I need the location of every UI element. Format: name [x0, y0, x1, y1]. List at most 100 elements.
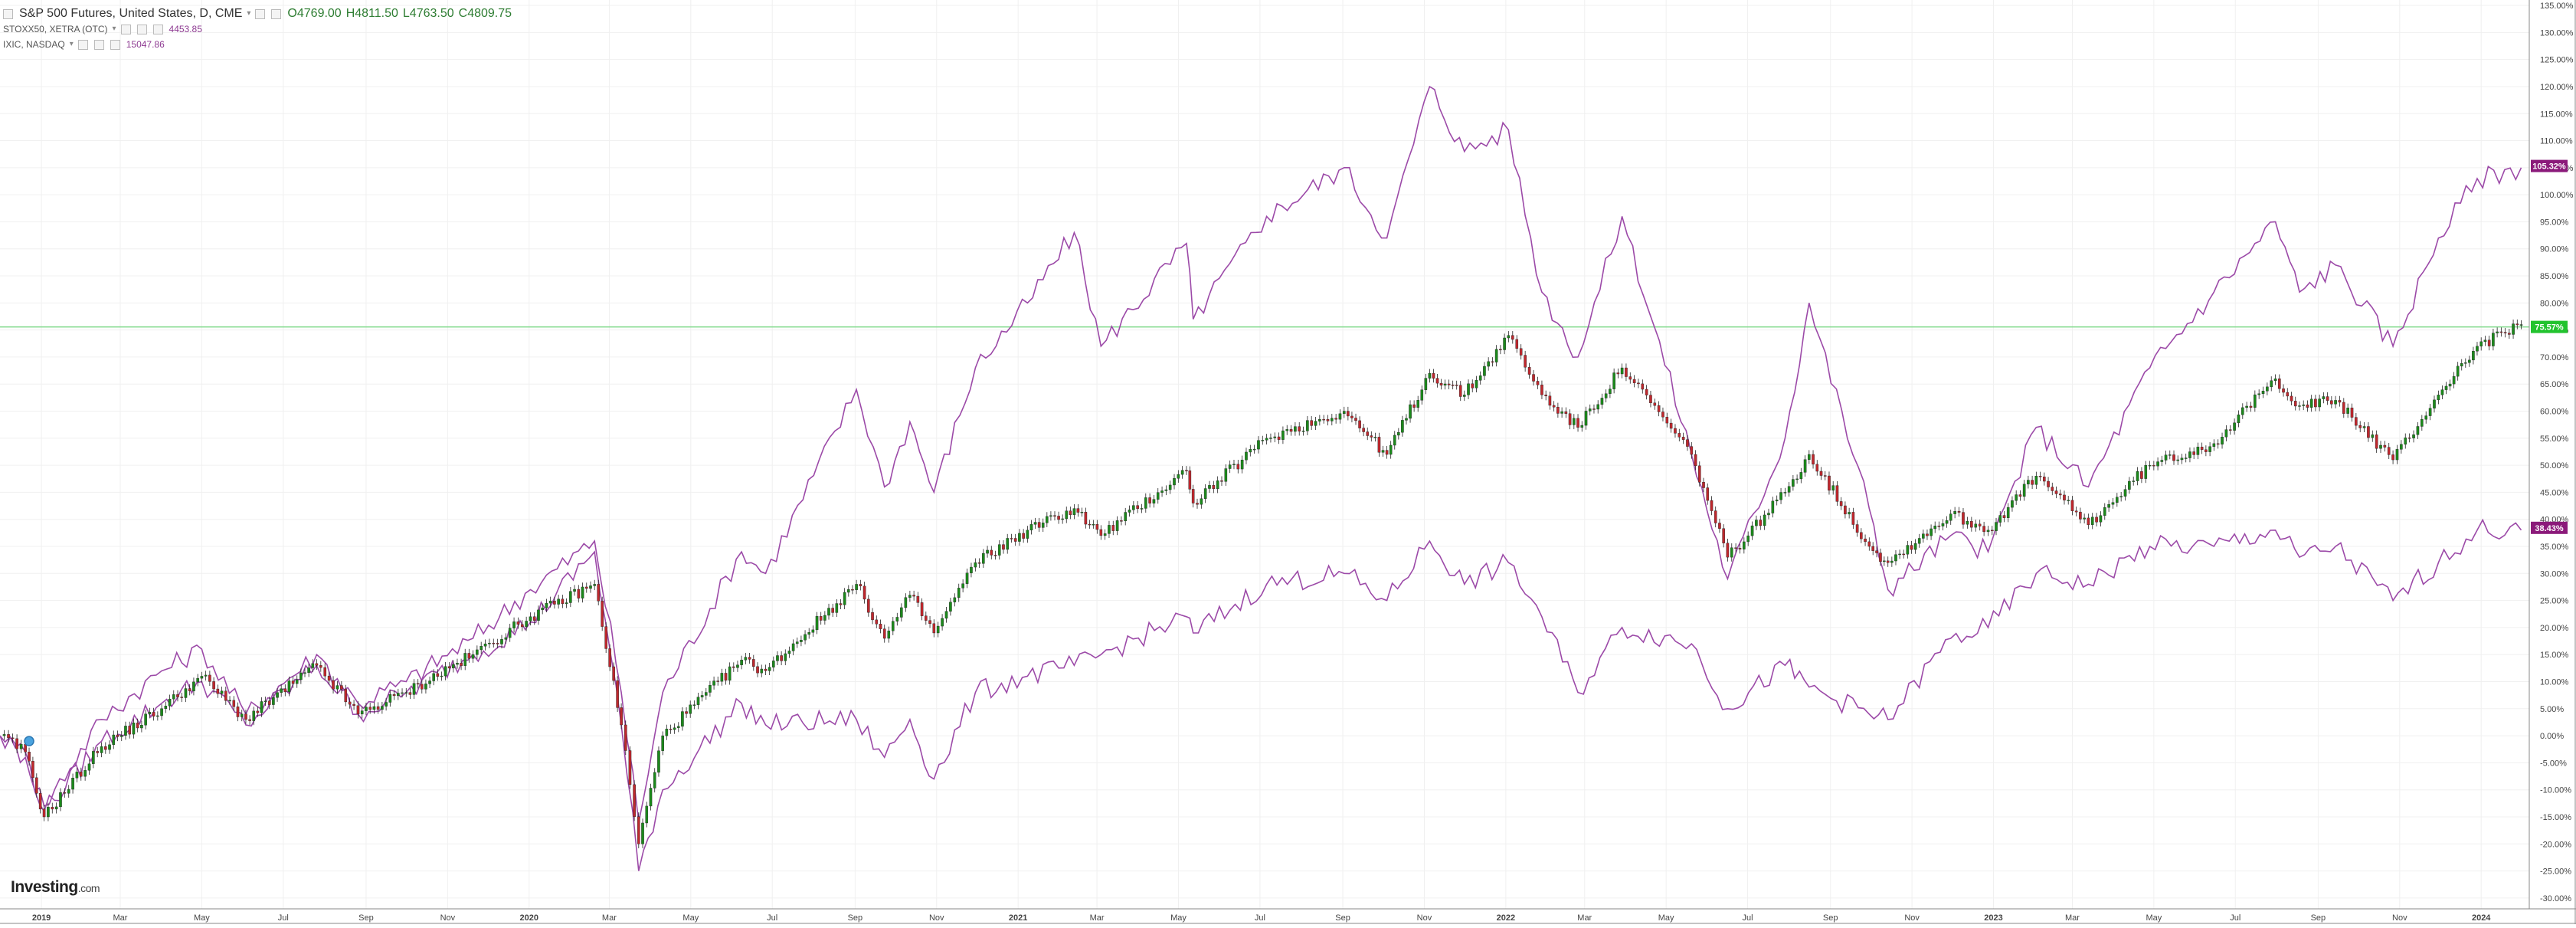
candle-body — [2350, 408, 2354, 418]
candle-body — [452, 664, 455, 669]
legend-compare-row[interactable]: IXIC, NASDAQ ▾ 15047.86 — [3, 37, 512, 52]
candle-body — [2460, 363, 2463, 367]
x-tick-label: May — [682, 913, 699, 923]
candle-body — [1697, 465, 1701, 483]
settings-icon[interactable] — [120, 24, 131, 34]
event-marker-icon[interactable] — [24, 736, 34, 746]
candle-body — [1405, 418, 1408, 421]
y-tick-label: 100.00% — [2540, 191, 2574, 200]
candle-body — [1173, 478, 1176, 486]
candle-body — [1913, 543, 1917, 550]
hide-icon[interactable] — [93, 39, 104, 50]
candle-body — [408, 692, 412, 695]
candle-body — [500, 639, 503, 644]
hide-icon[interactable] — [136, 24, 147, 34]
close-icon[interactable] — [152, 24, 163, 34]
candle-body — [412, 683, 416, 695]
candle-body — [653, 772, 656, 789]
candle-body — [1819, 471, 1823, 476]
legend-compare-symbol[interactable]: STOXX50, XETRA (OTC) — [3, 24, 108, 34]
candle-body — [2192, 451, 2195, 455]
candle-body — [244, 713, 247, 720]
candle-body — [2261, 391, 2265, 394]
y-tick-label: 90.00% — [2540, 245, 2569, 254]
candle-body — [1273, 436, 1277, 438]
x-tick-label: Sep — [2311, 913, 2326, 923]
candle-body — [1922, 533, 1925, 539]
x-tick-label: Mar — [1577, 913, 1592, 923]
legend-main-symbol[interactable]: S&P 500 Futures, United States, D, CME — [19, 7, 243, 20]
close-icon[interactable] — [110, 39, 120, 50]
candle-body — [1926, 533, 1929, 536]
candle-body — [1318, 418, 1321, 421]
candle-body — [1637, 382, 1640, 385]
candle-body — [263, 700, 267, 702]
candle-body — [1808, 454, 1811, 460]
candle-body — [529, 616, 532, 621]
candle-body — [1612, 372, 1615, 389]
chevron-down-icon[interactable]: ▾ — [247, 9, 251, 18]
hide-icon[interactable] — [271, 8, 282, 19]
y-tick-label: 25.00% — [2540, 597, 2569, 606]
candle-body — [1953, 511, 1956, 514]
x-tick-label: 2024 — [2472, 913, 2491, 923]
candle-body — [685, 711, 688, 714]
candle-body — [1726, 543, 1730, 558]
candle-body — [96, 751, 100, 753]
candle-body — [2456, 366, 2460, 377]
candle-body — [1795, 478, 1799, 480]
candle-body — [2444, 385, 2448, 390]
settings-icon[interactable] — [255, 8, 266, 19]
candle-body — [696, 697, 700, 705]
candle-body — [2224, 429, 2228, 438]
candle-body — [381, 706, 384, 710]
legend-compare-symbol[interactable]: IXIC, NASDAQ — [3, 39, 65, 50]
candle-body — [508, 628, 512, 638]
candle-body — [47, 807, 50, 818]
legend-main-row[interactable]: S&P 500 Futures, United States, D, CME ▾… — [3, 6, 512, 21]
y-tick-label: 115.00% — [2540, 110, 2573, 119]
candle-body — [1331, 418, 1334, 421]
candle-body — [1941, 523, 1945, 526]
candle-body — [1240, 459, 1244, 470]
candle-body — [460, 663, 463, 666]
y-tick-label: 10.00% — [2540, 678, 2569, 687]
legend-close: C4809.75 — [458, 7, 512, 20]
candle-body — [692, 704, 696, 706]
candle-body — [744, 657, 748, 661]
candle-body — [724, 673, 728, 681]
candle-body — [192, 681, 195, 691]
candle-body — [661, 735, 664, 751]
candle-body — [2011, 500, 2014, 508]
legend-compare-row[interactable]: STOXX50, XETRA (OTC) ▾ 4453.85 — [3, 21, 512, 37]
candle-body — [1560, 411, 1563, 414]
candle-body — [404, 692, 408, 694]
candle-body — [112, 734, 116, 746]
candle-body — [2031, 480, 2034, 485]
candle-body — [557, 598, 560, 605]
candle-body — [63, 792, 67, 794]
candle-body — [1228, 464, 1232, 469]
candle-body — [1564, 411, 1568, 414]
candle-body — [624, 724, 627, 751]
x-tick-label: Jul — [278, 913, 289, 923]
chevron-down-icon[interactable]: ▾ — [69, 40, 74, 48]
candle-body — [397, 693, 400, 697]
candle-body — [160, 708, 163, 716]
candle-body — [212, 681, 215, 690]
collapse-icon[interactable] — [3, 8, 13, 19]
x-tick-label: Jul — [1255, 913, 1265, 923]
candle-body — [51, 807, 54, 810]
chevron-down-icon[interactable]: ▾ — [112, 25, 116, 33]
candle-body — [28, 752, 31, 762]
candle-body — [1690, 446, 1694, 455]
x-tick-label: Mar — [1090, 913, 1105, 923]
candle-body — [916, 595, 920, 603]
candle-body — [1815, 464, 1819, 472]
candle-body — [1839, 501, 1843, 507]
candle-body — [200, 676, 204, 679]
settings-icon[interactable] — [77, 39, 88, 50]
candle-body — [1515, 339, 1519, 349]
